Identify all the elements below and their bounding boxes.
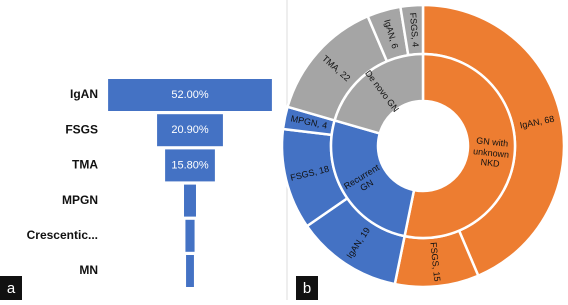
group-label: GN with unknown NKD [472, 135, 510, 169]
category-label: MPGN [62, 193, 98, 207]
funnel-bar [185, 219, 195, 252]
category-label: FSGS [65, 122, 98, 136]
panel-label: b [303, 280, 311, 297]
value-label: 20.90% [171, 124, 209, 136]
funnel-bar [186, 255, 194, 287]
inner-segment [333, 52, 425, 136]
category-label: TMA [72, 158, 98, 172]
segment-label: FSGS, 15 [428, 242, 442, 282]
center-hole [379, 102, 467, 190]
segment-label: FSGS, 4 [408, 12, 421, 47]
category-label: MN [79, 263, 98, 277]
funnel-bar [157, 114, 223, 147]
inner-segment [329, 118, 416, 238]
funnel-bar [108, 79, 272, 111]
inner-segment [403, 52, 517, 240]
value-label: 52.00% [171, 89, 209, 101]
panel-label-box [296, 276, 318, 300]
category-label: IgAN [70, 87, 98, 101]
funnel-bar [165, 149, 215, 182]
funnel-bar [184, 184, 196, 217]
category-label: Crescentic... [27, 228, 98, 242]
panel-label-box [0, 276, 22, 300]
value-label: 15.80% [171, 159, 209, 171]
group-label-box: GN with unknown NKD [472, 135, 510, 169]
panel-label: a [7, 280, 16, 297]
